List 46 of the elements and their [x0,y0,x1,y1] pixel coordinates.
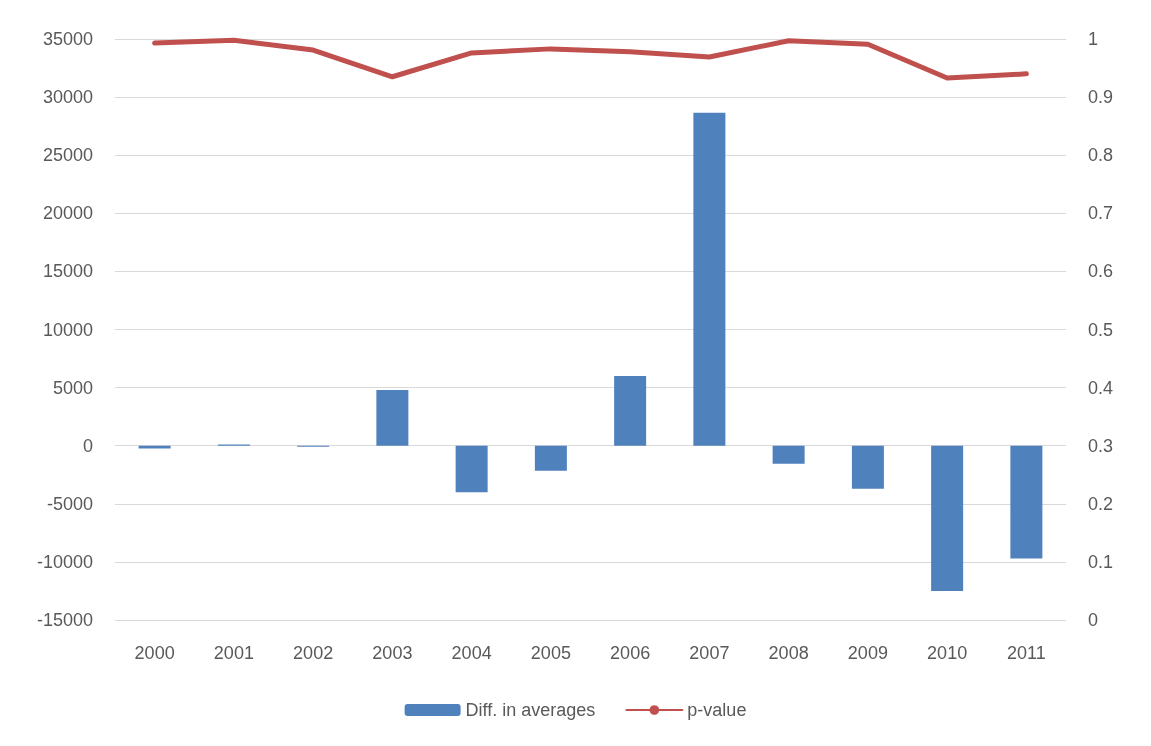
x-tick-label: 2006 [610,643,651,663]
x-tick-label: 2003 [372,643,413,663]
bar [931,445,964,591]
y2-tick-label: 1 [1088,29,1099,49]
y2-tick-label: 0.9 [1088,87,1114,108]
x-tick-label: 2008 [768,643,809,663]
y-tick-label: 10000 [42,319,93,340]
bar [534,445,567,471]
legend-label: Diff. in averages [465,700,596,720]
x-tick-label: 2011 [1007,643,1046,663]
y-tick-label: -5000 [46,493,93,514]
x-tick-label: 2005 [530,643,571,663]
y-tick-label: 25000 [42,145,93,166]
bar [851,445,884,489]
y2-tick-label: 0.6 [1088,261,1114,282]
bar [772,445,805,464]
x-tick-label: 2009 [847,643,888,663]
y2-tick-label: 0.2 [1088,493,1114,514]
bar [1010,445,1043,559]
y2-tick-label: 0.3 [1088,435,1114,456]
y-tick-label: 0 [82,435,93,456]
bar [376,389,409,446]
x-tick-label: 2000 [134,643,175,663]
bar [693,112,726,446]
x-tick-label: 2007 [689,643,730,663]
y2-tick-label: 0.4 [1088,377,1114,398]
y-tick-label: 5000 [52,377,93,398]
y-tick-label: 30000 [42,87,93,108]
bar [455,445,488,493]
y-tick-label: -15000 [36,610,93,630]
y-tick-label: 20000 [42,203,93,224]
y-tick-label: 15000 [42,261,93,282]
x-tick-label: 2010 [927,643,968,663]
y2-tick-label: 0 [1088,610,1099,630]
y2-tick-label: 0.1 [1088,551,1114,572]
y-tick-label: 35000 [42,29,93,49]
x-tick-label: 2002 [293,643,334,663]
bar [138,445,171,449]
y2-tick-label: 0.8 [1088,145,1114,166]
x-tick-label: 2001 [213,643,254,663]
x-tick-label: 2004 [451,643,492,663]
bar [614,375,647,446]
legend-label: p-value [687,700,747,720]
y-tick-label: -10000 [36,551,93,572]
y2-tick-label: 0.7 [1088,203,1114,224]
y2-tick-label: 0.5 [1088,319,1114,340]
